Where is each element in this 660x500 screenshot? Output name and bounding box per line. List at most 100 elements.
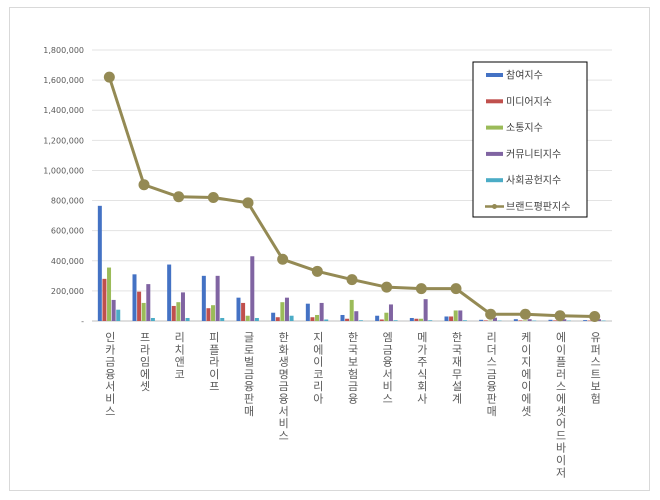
- y-axis-labels: - 200,000 400,000 600,000 800,000 1,000,000 1,…: [43, 46, 84, 326]
- bar-group: [375, 304, 398, 321]
- legend-item: 커뮤니티지수: [486, 148, 561, 160]
- bar-series: [97, 205, 606, 322]
- legend-swatch-icon: [486, 73, 503, 77]
- bar: [444, 316, 449, 321]
- legend-swatch-icon: [486, 178, 503, 183]
- bar: [419, 318, 424, 321]
- line-marker: [554, 310, 566, 322]
- bar: [388, 304, 393, 321]
- bar-group: [513, 319, 537, 322]
- bar-group: [271, 297, 294, 321]
- bar: [315, 314, 320, 321]
- bar: [548, 319, 553, 321]
- bar: [280, 302, 285, 321]
- legend-item: 브랜드평판지수: [485, 201, 570, 213]
- line-marker: [450, 283, 462, 295]
- bar: [423, 299, 428, 321]
- line-marker: [311, 265, 323, 277]
- bar: [384, 312, 389, 321]
- bar-group: [97, 205, 121, 321]
- bar: [587, 320, 592, 322]
- bar: [340, 314, 345, 321]
- bar: [97, 205, 102, 321]
- bar: [107, 267, 112, 321]
- legend-label: 미디어지수: [506, 96, 552, 108]
- bar: [393, 320, 398, 321]
- combo-chart: - 200,000 400,000 600,000 800,000 1,000,000 1,…: [43, 46, 612, 479]
- bar: [141, 302, 146, 321]
- gridlines: [92, 49, 612, 322]
- bar-group: [409, 299, 433, 321]
- bar: [220, 317, 225, 321]
- bar-group: [201, 275, 225, 321]
- bar: [518, 320, 523, 321]
- line-marker: [381, 281, 393, 293]
- bar: [458, 310, 463, 321]
- bar: [137, 291, 142, 321]
- bar: [310, 317, 315, 321]
- bar: [150, 317, 155, 321]
- bar: [116, 309, 121, 321]
- y-tick-label: 1,800,000: [43, 46, 84, 55]
- y-tick-label: 800,000: [51, 197, 84, 206]
- line-marker: [485, 308, 497, 320]
- bar: [284, 297, 289, 321]
- line-marker: [103, 71, 115, 83]
- bar: [379, 319, 384, 321]
- line-marker: [519, 308, 531, 320]
- bar: [245, 315, 250, 321]
- bar: [428, 320, 433, 321]
- bar: [488, 320, 493, 322]
- bar: [236, 297, 241, 321]
- line-marker: [173, 191, 185, 203]
- legend-item: 참여지수: [486, 70, 543, 82]
- legend-label: 소통지수: [506, 122, 543, 134]
- bar-group: [132, 274, 155, 321]
- bar: [171, 305, 176, 321]
- bar-group: [479, 317, 502, 322]
- line-marker: [138, 179, 150, 191]
- bar: [111, 299, 116, 321]
- legend-item: 미디어지수: [486, 96, 552, 108]
- bar: [596, 319, 601, 321]
- bar: [345, 318, 350, 321]
- bar: [241, 302, 246, 321]
- bar: [479, 319, 484, 321]
- bar: [319, 302, 324, 321]
- bar: [146, 284, 151, 321]
- legend-swatch-icon: [486, 125, 503, 130]
- line-series-brand-reputation: [103, 71, 601, 322]
- line-marker: [277, 253, 289, 265]
- bar: [305, 303, 310, 321]
- bar: [201, 275, 206, 321]
- bar: [206, 308, 211, 321]
- bar-group: [340, 299, 363, 321]
- bar: [211, 305, 216, 321]
- bar: [462, 320, 467, 321]
- legend-marker-icon: [492, 204, 497, 209]
- y-tick-label: 1,200,000: [43, 136, 84, 145]
- legend-label: 브랜드평판지수: [506, 201, 570, 213]
- y-tick-label: 1,000,000: [43, 166, 84, 175]
- bar: [553, 320, 558, 321]
- legend-label: 사회공헌지수: [506, 175, 561, 187]
- bar: [254, 317, 259, 321]
- chart-frame: - 200,000 400,000 600,000 800,000 1,000,000 1,…: [9, 7, 650, 491]
- bar: [409, 317, 414, 321]
- legend-box: [472, 61, 588, 218]
